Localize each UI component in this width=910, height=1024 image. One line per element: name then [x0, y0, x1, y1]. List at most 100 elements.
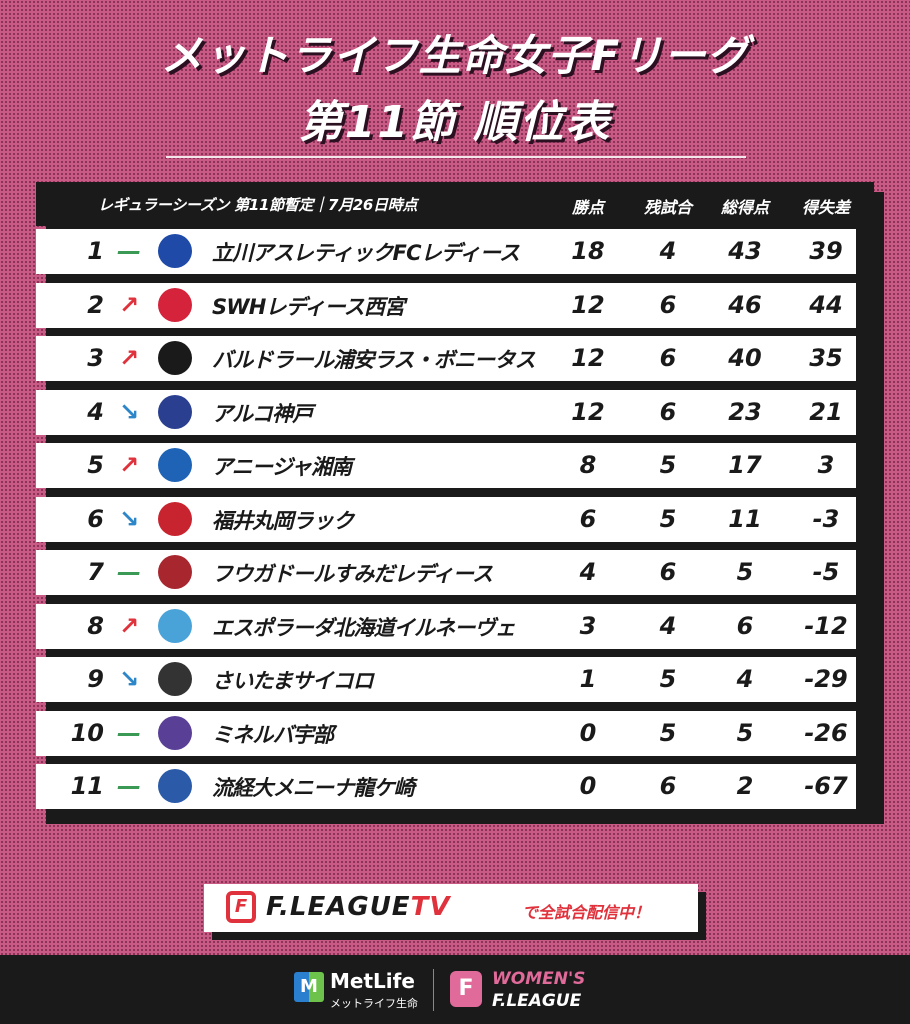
table-row: 7 — フウガドールすみだレディース 4 6 5 -5: [36, 550, 874, 595]
column-header-remaining: 残試合: [643, 198, 692, 217]
remaining-games-value: 6: [659, 772, 677, 800]
tachikawa-crest-icon: [158, 234, 192, 268]
womens-fleague-line2: F.LEAGUE: [492, 991, 582, 1011]
column-header-goals-for: 総得点: [720, 198, 769, 217]
fugador-crest-icon: [158, 555, 192, 589]
womens-fleague-logo-icon: F: [450, 971, 482, 1007]
points-value: 4: [579, 558, 597, 586]
table-row: 11 — 流経大メニーナ龍ケ崎 0 6 2 -67: [36, 764, 874, 809]
remaining-games-value: 5: [659, 451, 677, 479]
rank-number: 8: [87, 612, 104, 640]
points-value: 6: [579, 505, 597, 533]
metlife-logo-icon: M: [294, 972, 324, 1002]
arco-crest-icon: [158, 395, 192, 429]
team-name: SWHレディース西宮: [212, 295, 405, 319]
rank-change-arrow: ↘: [118, 505, 140, 533]
table-row: 4 ↘ アルコ神戸 12 6 23 21: [36, 390, 874, 435]
rank-number: 11: [70, 772, 104, 800]
points-value: 0: [579, 772, 597, 800]
goals-for-value: 6: [736, 612, 754, 640]
points-value: 12: [571, 291, 605, 319]
goal-difference-value: -3: [812, 505, 840, 533]
points-value: 12: [571, 344, 605, 372]
goals-for-value: 46: [728, 291, 762, 319]
rank-number: 5: [87, 451, 104, 479]
table-row: 10 — ミネルバ宇部 0 5 5 -26: [36, 711, 874, 756]
team-name: エスポラーダ北海道イルネーヴェ: [212, 616, 516, 640]
rank-number: 10: [70, 719, 104, 747]
remaining-games-value: 4: [659, 237, 677, 265]
brand-tv: TV: [410, 892, 451, 922]
remaining-games-value: 5: [659, 719, 677, 747]
fleague-tv-banner[interactable]: F F.LEAGUETV で全試合配信中！: [204, 884, 698, 932]
goal-difference-value: -12: [804, 612, 848, 640]
rank-number: 7: [87, 558, 104, 586]
table-row: 8 ↗ エスポラーダ北海道イルネーヴェ 3 4 6 -12: [36, 604, 874, 649]
table-caption: レギュラーシーズン 第11節暫定｜7月26日時点: [98, 196, 418, 214]
team-name: 福井丸岡ラック: [212, 509, 354, 533]
team-name: フウガドールすみだレディース: [212, 562, 493, 586]
goals-for-value: 2: [736, 772, 754, 800]
anilla-crest-icon: [158, 448, 192, 482]
goals-for-value: 23: [728, 398, 762, 426]
esporada-crest-icon: [158, 609, 192, 643]
table-row: 1 — 立川アスレティックFCレディース 18 4 43 39: [36, 229, 874, 274]
points-value: 8: [579, 451, 597, 479]
goal-difference-value: -29: [804, 665, 848, 693]
column-header-points: 勝点: [571, 198, 604, 217]
goal-difference-value: -67: [804, 772, 848, 800]
table-row: 5 ↗ アニージャ湘南 8 5 17 3: [36, 443, 874, 488]
points-value: 3: [579, 612, 597, 640]
column-header-goal-difference: 得失差: [801, 198, 850, 217]
goal-difference-value: -26: [804, 719, 848, 747]
table-header: レギュラーシーズン 第11節暫定｜7月26日時点 勝点 残試合 総得点 得失差: [36, 182, 874, 226]
table-row: 3 ↗ バルドラール浦安ラス・ボニータス 12 6 40 35: [36, 336, 874, 381]
goals-for-value: 43: [728, 237, 762, 265]
goal-difference-value: 35: [809, 344, 843, 372]
team-name: 立川アスレティックFCレディース: [212, 241, 520, 265]
banner-tagline: で全試合配信中！: [522, 903, 651, 922]
ruck-crest-icon: [158, 502, 192, 536]
saicolo-crest-icon: [158, 662, 192, 696]
table-row: 9 ↘ さいたまサイコロ 1 5 4 -29: [36, 657, 874, 702]
rank-change-arrow: —: [117, 237, 141, 265]
table-row: 2 ↗ SWHレディース西宮 12 6 46 44: [36, 283, 874, 328]
goals-for-value: 5: [736, 558, 754, 586]
goals-for-value: 40: [728, 344, 762, 372]
rank-number: 4: [87, 398, 104, 426]
rank-change-arrow: ↘: [118, 398, 140, 426]
remaining-games-value: 4: [659, 612, 677, 640]
footer-divider: [433, 969, 434, 1011]
rank-change-arrow: ↗: [118, 344, 140, 372]
remaining-games-value: 5: [659, 665, 677, 693]
goals-for-value: 4: [736, 665, 754, 693]
page-title: メットライフ生命女子Fリーグ: [160, 31, 750, 80]
rank-number: 6: [87, 505, 104, 533]
goals-for-value: 17: [728, 451, 762, 479]
rank-number: 2: [87, 291, 104, 319]
rank-change-arrow: ↘: [118, 665, 140, 693]
points-value: 0: [579, 719, 597, 747]
remaining-games-value: 6: [659, 291, 677, 319]
team-name: 流経大メニーナ龍ケ崎: [212, 776, 415, 800]
fleague-tv-logo-icon: F: [226, 891, 256, 923]
fleague-tv-brand: F.LEAGUETV: [266, 892, 450, 922]
rku-crest-icon: [158, 769, 192, 803]
swh-crest-icon: [158, 288, 192, 322]
team-name: さいたまサイコロ: [212, 669, 374, 693]
title-divider: [166, 156, 746, 158]
team-name: ミネルバ宇部: [212, 723, 334, 747]
rank-change-arrow: —: [117, 558, 141, 586]
goal-difference-value: 21: [809, 398, 843, 426]
rank-number: 3: [87, 344, 104, 372]
rank-change-arrow: —: [117, 719, 141, 747]
team-name: アニージャ湘南: [212, 455, 352, 479]
bardral-crest-icon: [158, 341, 192, 375]
goal-difference-value: 44: [809, 291, 843, 319]
points-value: 12: [571, 398, 605, 426]
points-value: 18: [571, 237, 605, 265]
rank-change-arrow: —: [117, 772, 141, 800]
rank-change-arrow: ↗: [118, 612, 140, 640]
rank-number: 1: [87, 237, 104, 265]
rank-change-arrow: ↗: [118, 451, 140, 479]
